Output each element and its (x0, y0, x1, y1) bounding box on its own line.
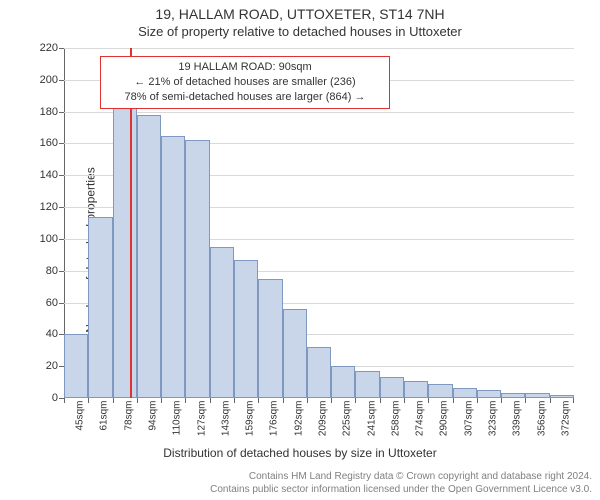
footer-line-1: Contains HM Land Registry data © Crown c… (210, 471, 592, 484)
x-tick-mark (185, 398, 186, 403)
x-tick-mark (573, 398, 574, 403)
x-tick-label: 290sqm (439, 401, 450, 437)
x-tick-label: 225sqm (342, 401, 353, 437)
x-tick-label: 307sqm (463, 401, 474, 437)
y-tick-label: 100 (18, 233, 58, 245)
x-tick-mark (210, 398, 211, 403)
y-tick-label: 120 (18, 201, 58, 213)
x-tick-label: 339sqm (512, 401, 523, 437)
y-tick-mark (59, 112, 64, 113)
histogram-bar (380, 377, 404, 398)
x-tick-mark (283, 398, 284, 403)
x-tick-mark (428, 398, 429, 403)
histogram-bar (283, 309, 307, 398)
x-tick-label: 241sqm (366, 401, 377, 437)
x-tick-label: 192sqm (293, 401, 304, 437)
x-tick-label: 258sqm (390, 401, 401, 437)
y-tick-label: 220 (18, 42, 58, 54)
x-tick-label: 209sqm (318, 401, 329, 437)
y-tick-mark (59, 143, 64, 144)
x-tick-label: 94sqm (148, 401, 159, 431)
x-tick-label: 356sqm (536, 401, 547, 437)
annotation-line-0: 19 HALLAM ROAD: 90sqm (107, 60, 383, 75)
x-tick-mark (64, 398, 65, 403)
y-tick-label: 200 (18, 74, 58, 86)
histogram-bar (550, 395, 574, 398)
histogram-plot-area: 45sqm61sqm78sqm94sqm110sqm127sqm143sqm15… (64, 48, 574, 398)
y-tick-mark (59, 271, 64, 272)
y-tick-mark (59, 175, 64, 176)
histogram-bar (137, 115, 161, 398)
annotation-line-2: 78% of semi-detached houses are larger (… (107, 90, 383, 105)
y-tick-label: 160 (18, 137, 58, 149)
y-tick-mark (59, 48, 64, 49)
histogram-bar (355, 371, 379, 398)
y-tick-label: 20 (18, 360, 58, 372)
x-tick-mark (550, 398, 551, 403)
x-tick-mark (137, 398, 138, 403)
x-tick-mark (161, 398, 162, 403)
histogram-bar (234, 260, 258, 398)
histogram-bar (453, 388, 477, 398)
x-tick-label: 127sqm (196, 401, 207, 437)
histogram-bar (428, 384, 452, 398)
histogram-bar (404, 381, 428, 399)
histogram-bar (161, 136, 185, 399)
histogram-bar (501, 393, 525, 398)
histogram-bar (210, 247, 234, 398)
x-tick-label: 61sqm (99, 401, 110, 431)
footer-attribution: Contains HM Land Registry data © Crown c… (210, 471, 592, 496)
x-tick-mark (331, 398, 332, 403)
x-tick-label: 143sqm (220, 401, 231, 437)
chart-title-description: Size of property relative to detached ho… (0, 24, 600, 39)
annotation-box: 19 HALLAM ROAD: 90sqm← 21% of detached h… (100, 56, 390, 109)
footer-line-2: Contains public sector information licen… (210, 484, 592, 497)
grid-line (64, 48, 574, 49)
x-tick-label: 176sqm (269, 401, 280, 437)
y-tick-label: 140 (18, 169, 58, 181)
histogram-bar (477, 390, 501, 398)
y-tick-mark (59, 239, 64, 240)
x-tick-label: 45sqm (75, 401, 86, 431)
x-tick-label: 323sqm (488, 401, 499, 437)
grid-line (64, 112, 574, 113)
x-tick-mark (477, 398, 478, 403)
histogram-bar (64, 334, 88, 398)
x-tick-mark (113, 398, 114, 403)
x-tick-mark (501, 398, 502, 403)
histogram-bar (525, 393, 549, 398)
y-tick-label: 180 (18, 106, 58, 118)
y-tick-label: 40 (18, 328, 58, 340)
y-tick-mark (59, 303, 64, 304)
x-tick-label: 159sqm (245, 401, 256, 437)
x-tick-label: 372sqm (560, 401, 571, 437)
histogram-bar (185, 140, 209, 398)
y-tick-label: 80 (18, 265, 58, 277)
x-tick-mark (355, 398, 356, 403)
histogram-bar (258, 279, 282, 398)
x-tick-mark (234, 398, 235, 403)
x-tick-mark (404, 398, 405, 403)
histogram-bar (113, 107, 137, 398)
histogram-bar (331, 366, 355, 398)
x-tick-label: 110sqm (172, 401, 183, 436)
histogram-bar (307, 347, 331, 398)
x-axis-label: Distribution of detached houses by size … (0, 446, 600, 460)
x-tick-mark (307, 398, 308, 403)
x-tick-mark (453, 398, 454, 403)
annotation-line-1: ← 21% of detached houses are smaller (23… (107, 75, 383, 90)
y-tick-mark (59, 80, 64, 81)
chart-title-address: 19, HALLAM ROAD, UTTOXETER, ST14 7NH (0, 6, 600, 22)
y-tick-label: 0 (18, 392, 58, 404)
x-tick-label: 274sqm (415, 401, 426, 437)
y-tick-label: 60 (18, 297, 58, 309)
histogram-bar (88, 217, 112, 398)
x-tick-mark (258, 398, 259, 403)
x-tick-mark (88, 398, 89, 403)
x-tick-mark (380, 398, 381, 403)
x-tick-label: 78sqm (123, 401, 134, 431)
x-tick-mark (525, 398, 526, 403)
y-tick-mark (59, 207, 64, 208)
